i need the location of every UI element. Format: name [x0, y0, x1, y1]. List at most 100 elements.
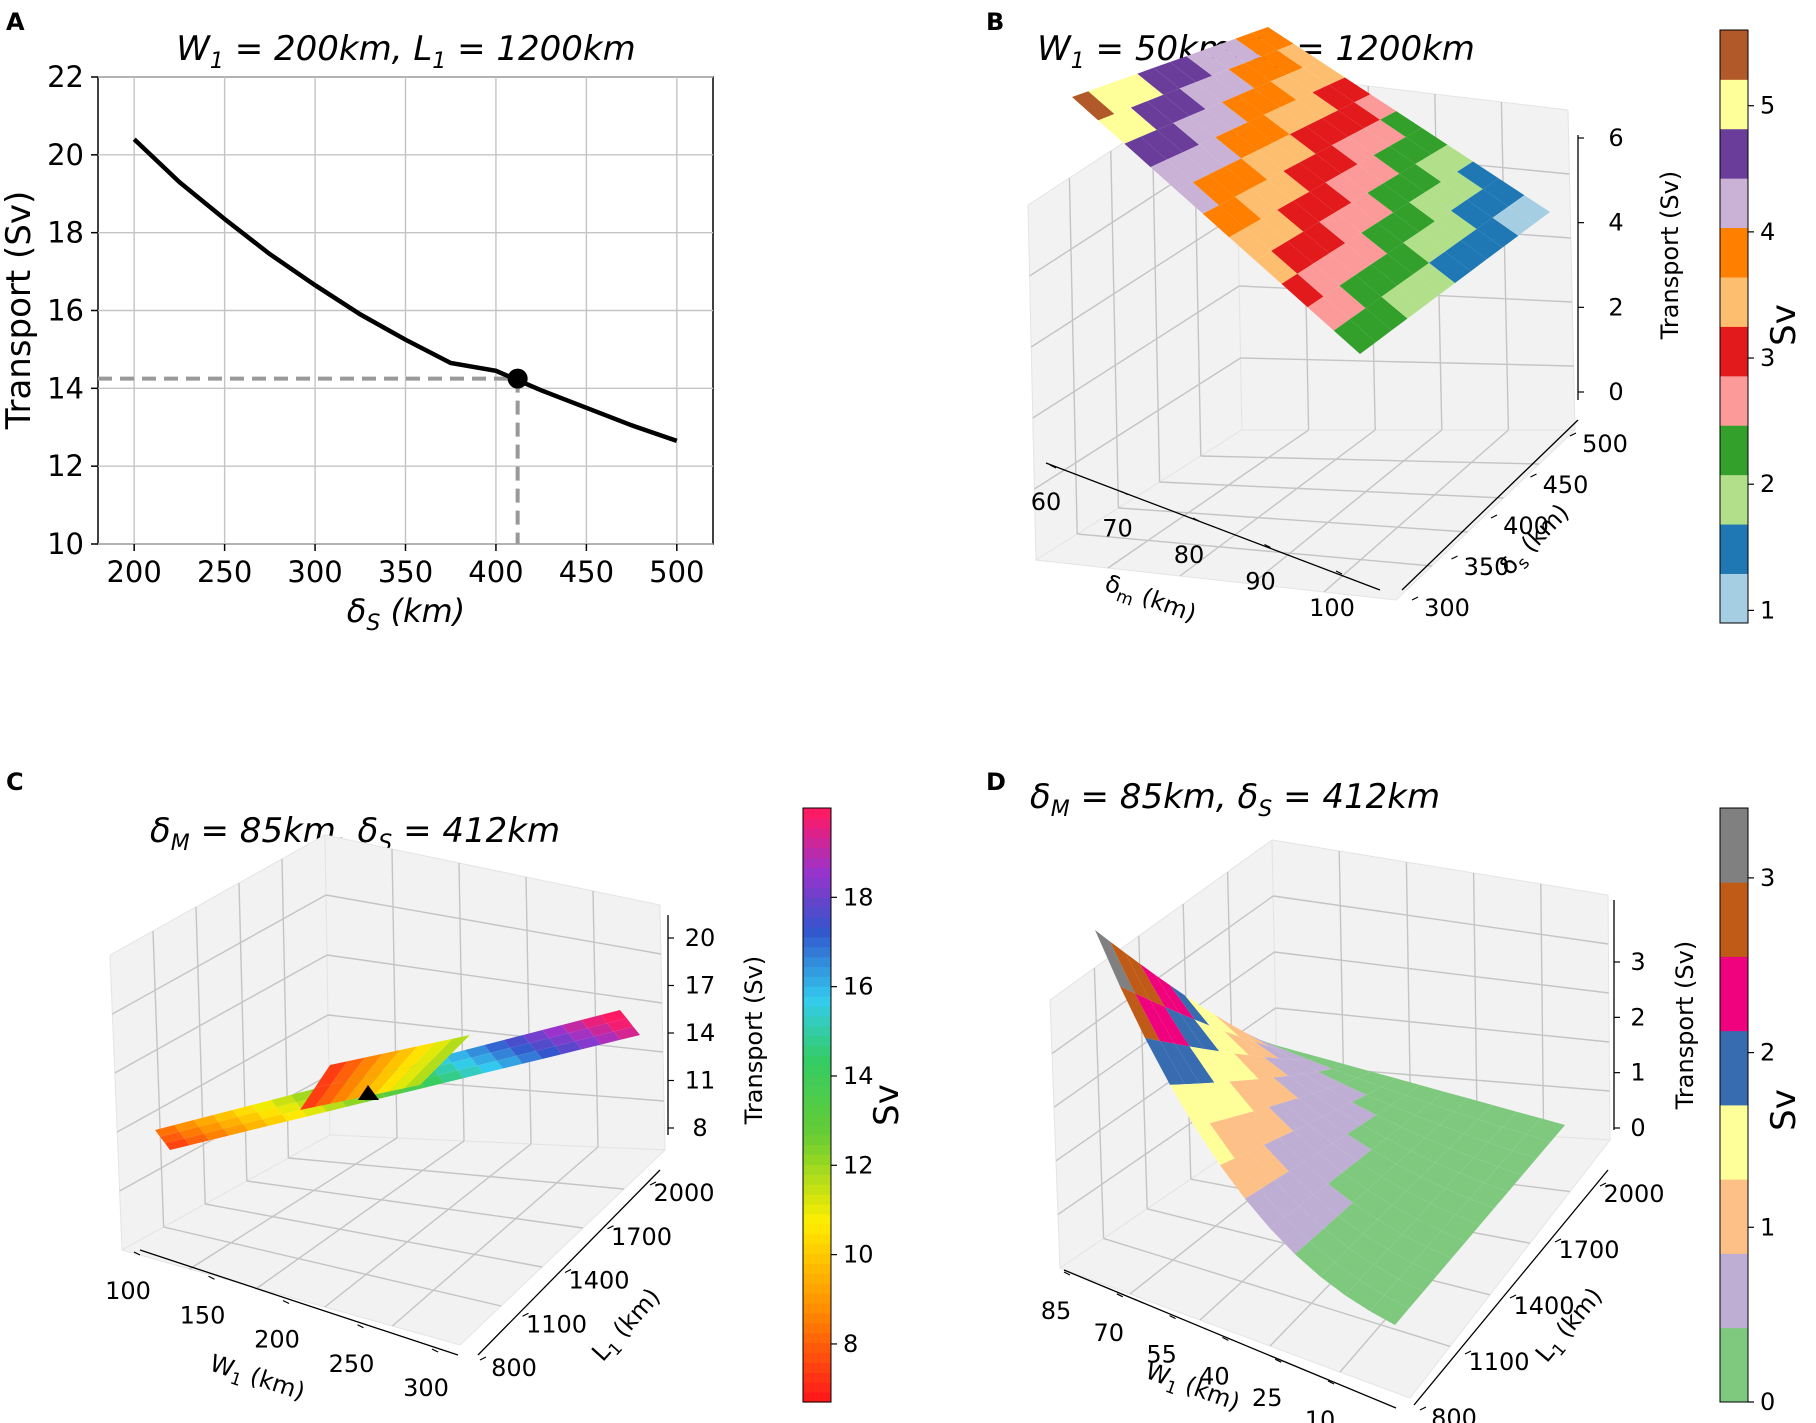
panel-b-surface-patch-124 — [1397, 274, 1440, 307]
panel-d-surface-patch-131 — [1502, 1111, 1541, 1135]
panel-c-grid-fh-1 — [189, 1137, 398, 1270]
panel-c-colorbar-cell-37 — [803, 1025, 831, 1037]
panel-c-surface-patch-49 — [184, 1133, 210, 1146]
panel-c-colorbar-cell-33 — [803, 1065, 831, 1076]
panel-c-ylabel: L1 (km) — [586, 1283, 669, 1370]
panel-b-ytick-1: 350 — [1464, 553, 1510, 581]
panel-b-colorbar-cell-9 — [1720, 128, 1748, 179]
panel-c-surface-patch-45 — [568, 1028, 595, 1042]
panel-b-surface-patch-9 — [1219, 38, 1262, 63]
panel-c-surface-patch-61 — [418, 1075, 445, 1088]
panel-b-colorbar-cell-0 — [1720, 573, 1748, 624]
panel-d-surface-patch-107 — [1453, 1098, 1493, 1120]
panel-a-ytick-2: 14 — [47, 371, 84, 405]
panel-d-surface-patch-118 — [1463, 1119, 1503, 1143]
panel-b-surface-patch-73 — [1245, 219, 1288, 251]
panel-c-colorbar-cell-29 — [803, 1105, 831, 1116]
panel-c-ztick-1: 11 — [685, 1067, 716, 1095]
panel-c-colorbar-cell-46 — [803, 936, 831, 948]
panel-c-colorbar-cell-24 — [803, 1154, 831, 1165]
panel-c-marker — [358, 1085, 379, 1100]
panel-b-colorbar-cell-11 — [1720, 30, 1748, 80]
panel-d-colorbar-cell-2 — [1720, 1179, 1748, 1254]
panel-d-surface-patch-67 — [1322, 1109, 1362, 1135]
panel-c-grid-bh-3 — [327, 1014, 664, 1053]
panel-d-surface-patch-27 — [1189, 1046, 1230, 1083]
panel-b-surface-patch-86 — [1287, 231, 1330, 264]
panel-d-surface-patch-43 — [1273, 1075, 1313, 1099]
panel-b-colorbar-cell-7 — [1720, 227, 1748, 278]
panel-d-colorbar-cell-7 — [1720, 808, 1748, 883]
panel-b-ztick-1: 2 — [1608, 293, 1623, 321]
panel-d-surface-patch-121 — [1359, 1264, 1399, 1296]
panel-b-surface-patch-54 — [1273, 134, 1316, 163]
panel-c-surface-patch-27 — [218, 1116, 244, 1129]
panel-b-surface-patch-97 — [1297, 263, 1340, 297]
panel-b-surface-patch-128 — [1460, 229, 1503, 260]
panel-d-surface-patch-25 — [1159, 1041, 1200, 1085]
panel-a-reference-lines — [98, 376, 520, 544]
panel-d-surface-patch-48 — [1195, 1123, 1235, 1166]
panel-d-surface-patch-24 — [1145, 1038, 1185, 1085]
panel-a-xlabel: δS (km) — [347, 592, 465, 636]
panel-b-zlabel: Transport (Sv) — [1656, 171, 1684, 340]
panel-c-surface-fold-patch-8 — [300, 1084, 332, 1110]
panel-c-surface-patch-38 — [432, 1062, 458, 1076]
panel-d-surface-patch-76 — [1303, 1152, 1343, 1184]
panel-d-surface-patch-16 — [1179, 1013, 1220, 1052]
panel-d-ytick-mark-2 — [1509, 1294, 1517, 1299]
panel-c-grid-fv-4 — [288, 1157, 625, 1190]
panel-b-surface-patch-36 — [1150, 159, 1193, 191]
panel-d-xtick-3: 40 — [1199, 1362, 1230, 1390]
panel-b-floor-pane — [1034, 429, 1577, 601]
panel-b-surface-patch-89 — [1335, 202, 1378, 233]
panel-b-surface-patch-33 — [1270, 74, 1313, 100]
panel-b-surface-patch-63 — [1251, 179, 1294, 210]
panel-c-colorbar-cell-6 — [803, 1332, 831, 1344]
panel-b-surface-patch-53 — [1257, 142, 1300, 171]
panel-b-colorbar-cell-4 — [1720, 375, 1748, 426]
panel-d-surface-patch-18 — [1209, 1025, 1249, 1056]
panel-b-surface-patch-17 — [1179, 82, 1222, 110]
panel-d-colorbar-tick-2: 2 — [1760, 1039, 1775, 1067]
panel-c-surface-fold-patch-0 — [315, 1061, 348, 1088]
panel-c-colorbar-cell-11 — [803, 1283, 831, 1294]
panel-d-surface-patch-52 — [1253, 1107, 1294, 1138]
panel-d-surface-patch-54 — [1283, 1098, 1323, 1124]
panel-d-surface-patch-80 — [1361, 1115, 1401, 1139]
panel-b-surface-patch-122 — [1365, 296, 1408, 331]
panel-b-surface-patch-49 — [1192, 174, 1236, 206]
panel-b-surface-patch-93 — [1399, 164, 1442, 193]
panel-b-surface-patch-27 — [1173, 116, 1216, 145]
panel-b-surface-patch-29 — [1205, 102, 1248, 130]
panel-d-ytick-mark-0 — [1419, 1406, 1427, 1411]
panel-b-surface-patch-1 — [1088, 85, 1131, 114]
panel-c-grid-bh-1 — [325, 894, 662, 955]
panel-d-surface-patch-53 — [1268, 1102, 1308, 1132]
panel-b-surface-patch-30 — [1221, 95, 1264, 123]
panel-b-colorbar-tick-0: 1 — [1760, 596, 1775, 624]
panel-c-surface-patch-28 — [237, 1112, 263, 1124]
panel-d-colorbar: 0 1 2 3 — [1719, 807, 1775, 1416]
panel-b-surface-patch-18 — [1195, 75, 1239, 103]
panel-d-surface-patch-47 — [1332, 1065, 1372, 1078]
panel-c-surface-fold-patch-5 — [396, 1042, 435, 1071]
panel-c-surface-fold-patch-15 — [405, 1060, 445, 1089]
panel-c-surface-fold-patch-4 — [380, 1046, 418, 1074]
panel-c-surface-patch-1 — [174, 1120, 199, 1132]
panel-b-surface-patch-116 — [1435, 210, 1477, 241]
panel-b-surface-patch-16 — [1163, 88, 1206, 116]
panel-d-ztick-3: 3 — [1630, 948, 1645, 976]
panel-c-xtick-2: 200 — [254, 1326, 300, 1354]
panel-d-surface-patch-5 — [1170, 985, 1210, 1026]
panel-d-surface-patch-66 — [1307, 1116, 1348, 1144]
panel-b-surface-patch-45 — [1296, 92, 1339, 119]
panel-c-colorbar-label: Sv — [867, 1084, 907, 1126]
panel-c-surface-patch-21 — [561, 1020, 588, 1034]
panel-c-colorbar-cell-16 — [803, 1233, 831, 1245]
panel-d-surface-patch-37 — [1184, 1083, 1225, 1124]
panel-c-colorbar-cell-14 — [803, 1253, 831, 1264]
panel-b-surface-patch-11 — [1251, 27, 1294, 51]
panel-c-colorbar-cell-32 — [803, 1075, 831, 1086]
